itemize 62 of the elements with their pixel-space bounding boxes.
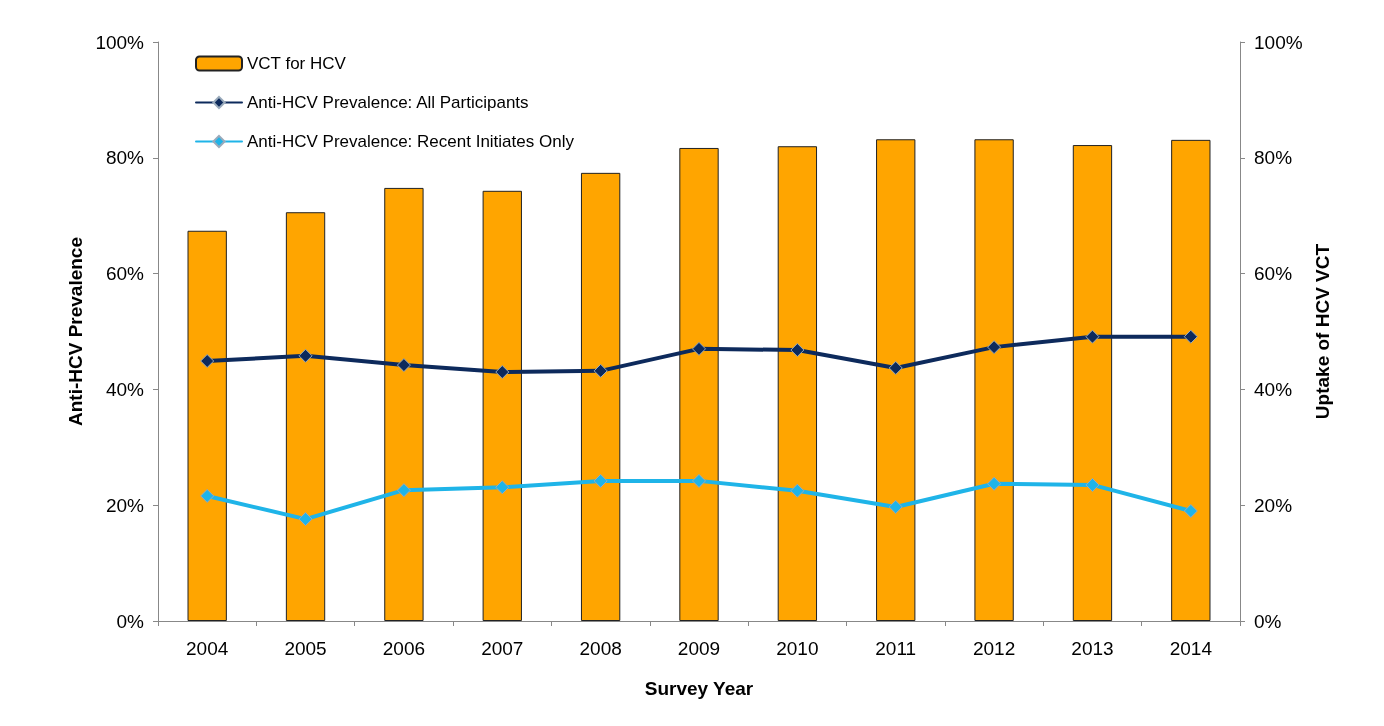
legend-label: Anti-HCV Prevalence: All Participants — [247, 93, 529, 112]
x-tick-label: 2005 — [284, 638, 327, 659]
point — [298, 512, 313, 527]
x-tick-label: 2006 — [382, 638, 426, 659]
point — [200, 354, 215, 369]
y2-tick-label: 20% — [1254, 494, 1293, 516]
point — [1183, 503, 1198, 518]
bar — [1072, 145, 1113, 621]
y-tick-label: 100% — [95, 31, 145, 53]
bar — [876, 139, 916, 621]
point — [1085, 329, 1100, 344]
y2-tick-label: 100% — [1254, 31, 1303, 53]
x-tick-label: 2004 — [186, 638, 229, 659]
legend-label: Anti-HCV Prevalence: Recent Initiates Only — [247, 132, 575, 151]
x-tick-label: 2012 — [972, 638, 1016, 659]
x-tick-label: 2008 — [579, 638, 622, 659]
y2-tick-label: 60% — [1254, 263, 1293, 285]
x-tick-label: 2011 — [875, 638, 917, 659]
y-tick-label: 0% — [116, 610, 145, 632]
bar — [482, 190, 522, 621]
point — [593, 363, 608, 378]
point — [987, 340, 1002, 355]
y2-axis-title: Uptake of HCV VCT — [1312, 243, 1334, 420]
x-tick-label: 2013 — [1071, 638, 1114, 659]
x-tick-label: 2010 — [776, 638, 819, 659]
point — [1085, 477, 1100, 492]
y-tick-label: 40% — [105, 378, 145, 400]
point — [396, 483, 411, 498]
y-tick-label: 80% — [105, 147, 145, 169]
y-tick-label: 60% — [105, 263, 145, 285]
point — [987, 476, 1002, 491]
bar — [777, 146, 818, 621]
y2-tick-label: 40% — [1254, 378, 1293, 400]
x-tick-label: 2009 — [677, 638, 721, 659]
legend-label: VCT for HCV — [247, 54, 347, 73]
bar — [285, 212, 326, 621]
y2-tick-label: 0% — [1254, 610, 1282, 632]
point — [790, 343, 805, 358]
bar — [1171, 139, 1211, 621]
bar — [580, 172, 621, 621]
x-tick-label: 2014 — [1169, 638, 1213, 659]
point — [298, 348, 313, 363]
point — [200, 488, 215, 503]
y2-tick-label: 80% — [1254, 147, 1293, 169]
point — [790, 483, 805, 498]
point — [888, 499, 903, 514]
point — [495, 365, 510, 380]
point — [1183, 329, 1198, 344]
point — [593, 473, 608, 488]
x-axis-title: Survey Year — [644, 678, 754, 699]
bar — [384, 187, 424, 621]
point — [692, 341, 706, 356]
point — [888, 360, 903, 375]
bar — [679, 147, 719, 621]
y-axis-title: Anti-HCV Prevalence — [64, 236, 86, 427]
point — [692, 473, 706, 488]
point — [396, 358, 411, 373]
x-tick-label: 2007 — [481, 638, 524, 659]
point — [495, 480, 510, 495]
bar — [974, 139, 1014, 621]
y-tick-label: 20% — [105, 494, 145, 516]
bar — [187, 230, 227, 621]
